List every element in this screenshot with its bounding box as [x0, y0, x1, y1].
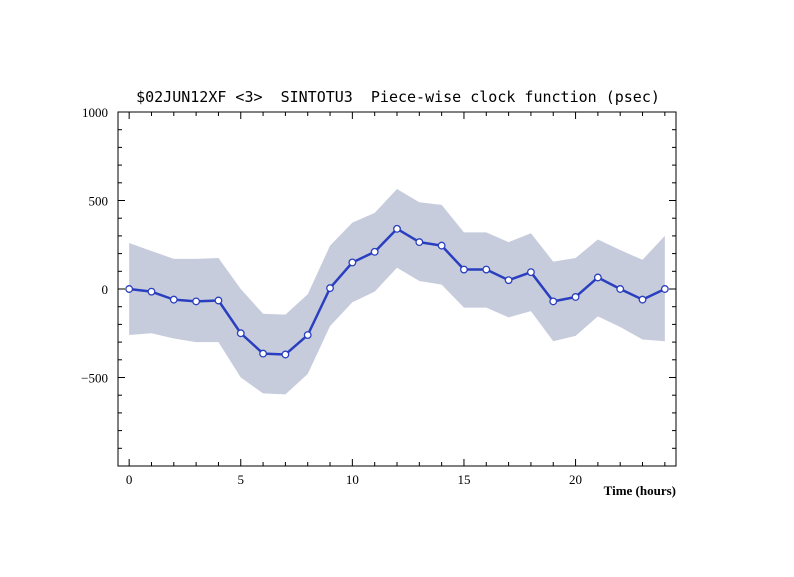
data-point [660, 285, 669, 293]
data-point [504, 276, 513, 285]
data-point [125, 285, 134, 293]
x-tick-label: 20 [569, 472, 582, 487]
data-point [526, 268, 535, 277]
data-point [236, 329, 245, 338]
data-point [482, 265, 491, 274]
data-point [303, 331, 312, 339]
uncertainty-band [129, 188, 665, 395]
x-tick-label: 10 [346, 472, 359, 487]
data-point [616, 285, 625, 293]
data-point [393, 224, 401, 233]
data-point [348, 258, 357, 267]
axes: 0 5 10 15 20 −500 0 500 1000 [81, 105, 677, 487]
x-tick-label: 5 [238, 472, 245, 487]
y-tick-label: 500 [89, 194, 109, 209]
data-point [370, 247, 379, 256]
data-point [593, 273, 602, 282]
data-point [169, 295, 178, 304]
data-point [460, 265, 468, 274]
x-axis-label: Time (hours) [604, 483, 676, 498]
y-tick-label: 1000 [82, 105, 108, 120]
chart-title: $02JUN12XF <3> SINTOTU3 Piece-wise clock… [136, 88, 660, 106]
x-tick-label: 15 [457, 472, 470, 487]
data-point [147, 287, 156, 296]
data-point [259, 349, 268, 358]
data-point [415, 238, 424, 247]
x-tick-label: 0 [126, 472, 133, 487]
y-tick-label: 0 [102, 282, 109, 297]
data-point [437, 241, 446, 250]
data-point [326, 284, 334, 293]
data-point [192, 297, 201, 306]
data-point [549, 297, 558, 306]
data-point [638, 295, 647, 304]
data-point [571, 293, 580, 301]
data-markers [125, 224, 669, 359]
data-point [281, 350, 290, 359]
uncertainty-band-layer [129, 188, 665, 395]
data-point [214, 296, 223, 305]
y-tick-label: −500 [81, 371, 108, 386]
